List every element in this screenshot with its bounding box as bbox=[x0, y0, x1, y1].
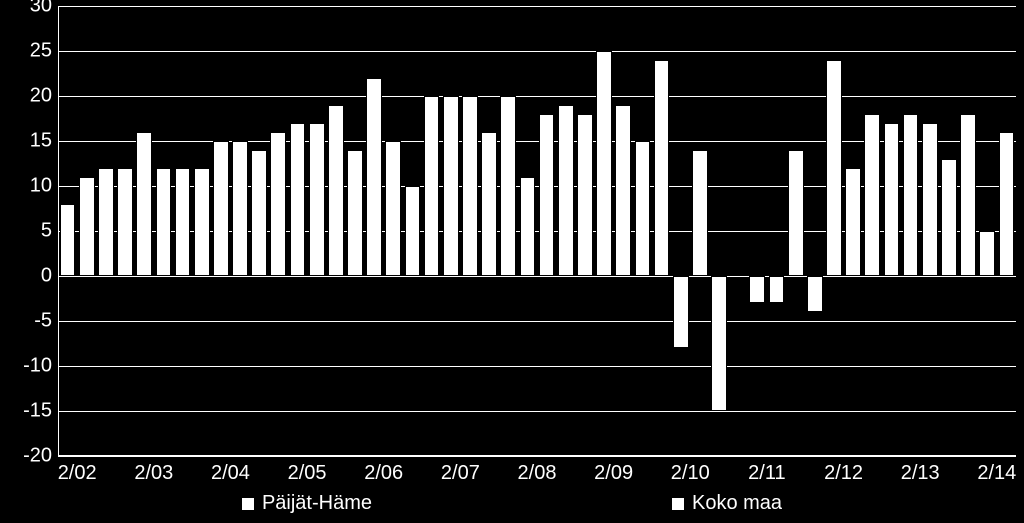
x-tick-label: 2/02 bbox=[58, 462, 97, 485]
bar bbox=[309, 123, 325, 276]
bar bbox=[960, 114, 976, 276]
y-tick-label: 20 bbox=[4, 85, 52, 108]
legend-swatch bbox=[672, 498, 684, 510]
bar bbox=[845, 168, 861, 276]
x-tick-label: 2/06 bbox=[364, 462, 403, 485]
bar bbox=[807, 276, 823, 312]
x-tick-label: 2/14 bbox=[977, 462, 1016, 485]
bar bbox=[328, 105, 344, 276]
gridline bbox=[58, 366, 1016, 367]
x-tick-label: 2/07 bbox=[441, 462, 480, 485]
bar bbox=[884, 123, 900, 276]
bar bbox=[615, 105, 631, 276]
bar bbox=[270, 132, 286, 276]
gridline bbox=[58, 51, 1016, 52]
bar bbox=[941, 159, 957, 276]
x-tick-label: 2/13 bbox=[901, 462, 940, 485]
gridline bbox=[58, 321, 1016, 322]
legend-item: Päijät-Häme bbox=[242, 492, 372, 515]
bar bbox=[692, 150, 708, 276]
bar bbox=[864, 114, 880, 276]
bar bbox=[424, 96, 440, 276]
y-tick-label: -20 bbox=[4, 445, 52, 468]
bar bbox=[635, 141, 651, 276]
gridline bbox=[58, 96, 1016, 97]
legend: Päijät-Häme Koko maa bbox=[0, 492, 1024, 515]
x-tick-label: 2/03 bbox=[134, 462, 173, 485]
bar bbox=[999, 132, 1015, 276]
bar bbox=[232, 141, 248, 276]
plot-area bbox=[58, 6, 1016, 456]
y-tick-label: 15 bbox=[4, 130, 52, 153]
bar bbox=[903, 114, 919, 276]
bar bbox=[520, 177, 536, 276]
y-tick-label: -10 bbox=[4, 355, 52, 378]
legend-swatch bbox=[242, 498, 254, 510]
bar bbox=[979, 231, 995, 276]
x-tick-label: 2/10 bbox=[671, 462, 710, 485]
x-tick-label: 2/05 bbox=[288, 462, 327, 485]
gridline bbox=[58, 276, 1016, 277]
bar bbox=[213, 141, 229, 276]
legend-label: Koko maa bbox=[692, 492, 782, 515]
bar bbox=[156, 168, 172, 276]
bar bbox=[136, 132, 152, 276]
bar bbox=[60, 204, 76, 276]
x-tick-label: 2/08 bbox=[518, 462, 557, 485]
bar bbox=[596, 51, 612, 276]
bar bbox=[405, 186, 421, 276]
bar bbox=[98, 168, 114, 276]
bar bbox=[79, 177, 95, 276]
y-tick-label: 5 bbox=[4, 220, 52, 243]
bar bbox=[826, 60, 842, 276]
bar bbox=[290, 123, 306, 276]
bar bbox=[769, 276, 785, 303]
legend-item: Koko maa bbox=[672, 492, 782, 515]
gridline bbox=[58, 456, 1016, 457]
y-tick-label: -5 bbox=[4, 310, 52, 333]
bar-chart: -20 -15 -10 -5 0 5 10 15 20 25 30 2/02 2/03 2/04 2/05… bbox=[0, 0, 1024, 523]
y-tick-label: 0 bbox=[4, 265, 52, 288]
bar bbox=[175, 168, 191, 276]
bar bbox=[385, 141, 401, 276]
bar bbox=[251, 150, 267, 276]
bar bbox=[347, 150, 363, 276]
bar bbox=[711, 276, 727, 411]
bar bbox=[481, 132, 497, 276]
bar bbox=[117, 168, 133, 276]
bar bbox=[654, 60, 670, 276]
bar bbox=[788, 150, 804, 276]
bar bbox=[539, 114, 555, 276]
gridline bbox=[58, 411, 1016, 412]
bar bbox=[443, 96, 459, 276]
x-tick-label: 2/09 bbox=[594, 462, 633, 485]
bar bbox=[194, 168, 210, 276]
gridline bbox=[58, 6, 1016, 7]
bar bbox=[366, 78, 382, 276]
y-tick-label: -15 bbox=[4, 400, 52, 423]
legend-label: Päijät-Häme bbox=[262, 492, 372, 515]
bar bbox=[462, 96, 478, 276]
bar bbox=[558, 105, 574, 276]
x-tick-label: 2/04 bbox=[211, 462, 250, 485]
bar bbox=[673, 276, 689, 348]
y-tick-label: 25 bbox=[4, 40, 52, 63]
bar bbox=[500, 96, 516, 276]
bar bbox=[749, 276, 765, 303]
x-tick-label: 2/11 bbox=[748, 462, 785, 485]
bar bbox=[577, 114, 593, 276]
y-tick-label: 30 bbox=[4, 0, 52, 18]
y-tick-label: 10 bbox=[4, 175, 52, 198]
x-tick-label: 2/12 bbox=[824, 462, 863, 485]
bar bbox=[922, 123, 938, 276]
